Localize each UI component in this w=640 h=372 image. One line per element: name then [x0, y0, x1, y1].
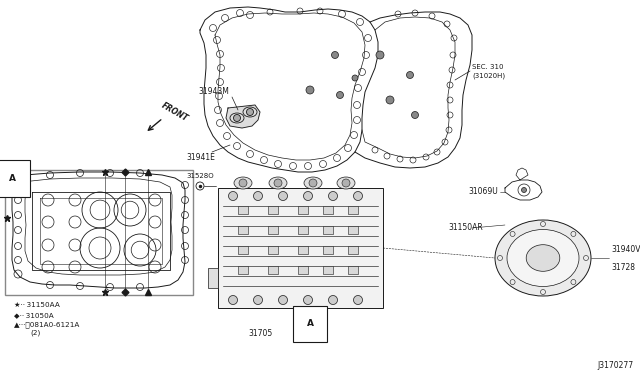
- Bar: [238, 266, 248, 274]
- Text: 31940V: 31940V: [611, 246, 640, 254]
- Ellipse shape: [507, 230, 579, 286]
- Circle shape: [522, 187, 527, 192]
- Bar: [268, 246, 278, 254]
- Text: (2): (2): [30, 330, 40, 336]
- Polygon shape: [226, 105, 260, 128]
- Bar: [238, 226, 248, 234]
- Circle shape: [352, 75, 358, 81]
- Circle shape: [234, 115, 241, 122]
- Bar: [268, 266, 278, 274]
- Circle shape: [309, 179, 317, 187]
- Circle shape: [342, 179, 350, 187]
- Text: FRONT: FRONT: [160, 101, 190, 123]
- Bar: [323, 206, 333, 214]
- Text: ★·· 31150AA: ★·· 31150AA: [14, 302, 60, 308]
- Bar: [298, 226, 308, 234]
- Bar: [348, 206, 358, 214]
- Circle shape: [353, 295, 362, 305]
- Text: 31150AR: 31150AR: [448, 224, 483, 232]
- Bar: [238, 206, 248, 214]
- Text: J3170277: J3170277: [598, 362, 634, 371]
- Circle shape: [538, 253, 548, 263]
- Circle shape: [332, 51, 339, 58]
- Bar: [348, 246, 358, 254]
- Ellipse shape: [304, 177, 322, 189]
- Bar: [218, 188, 383, 308]
- Ellipse shape: [243, 107, 257, 117]
- Text: ◆·· 31050A: ◆·· 31050A: [14, 312, 54, 318]
- Circle shape: [337, 92, 344, 99]
- Circle shape: [228, 295, 237, 305]
- Circle shape: [412, 112, 419, 119]
- Bar: [298, 246, 308, 254]
- Circle shape: [328, 192, 337, 201]
- Circle shape: [328, 295, 337, 305]
- Text: 31728: 31728: [611, 263, 635, 273]
- Bar: [5, 170, 193, 295]
- Ellipse shape: [230, 113, 244, 123]
- Text: ▲···Ⓑ081A0-6121A: ▲···Ⓑ081A0-6121A: [14, 322, 81, 328]
- Text: 31528Ο: 31528Ο: [186, 173, 214, 179]
- Circle shape: [303, 295, 312, 305]
- Text: A: A: [307, 320, 314, 328]
- Circle shape: [228, 192, 237, 201]
- Ellipse shape: [337, 177, 355, 189]
- Bar: [348, 266, 358, 274]
- Bar: [323, 266, 333, 274]
- Circle shape: [386, 96, 394, 104]
- Circle shape: [253, 295, 262, 305]
- Text: 31069U: 31069U: [468, 187, 498, 196]
- Bar: [298, 266, 308, 274]
- Circle shape: [376, 51, 384, 59]
- Ellipse shape: [234, 177, 252, 189]
- Ellipse shape: [495, 220, 591, 296]
- Circle shape: [278, 295, 287, 305]
- Text: A: A: [9, 174, 16, 183]
- Bar: [208, 268, 218, 288]
- Ellipse shape: [269, 177, 287, 189]
- Circle shape: [274, 179, 282, 187]
- Bar: [323, 246, 333, 254]
- Circle shape: [353, 192, 362, 201]
- Bar: [238, 246, 248, 254]
- Bar: [268, 206, 278, 214]
- Circle shape: [278, 192, 287, 201]
- Ellipse shape: [526, 245, 560, 271]
- Circle shape: [253, 192, 262, 201]
- Circle shape: [406, 71, 413, 78]
- Text: 31941E: 31941E: [186, 154, 215, 163]
- Bar: [323, 226, 333, 234]
- Text: 31943M: 31943M: [198, 87, 229, 96]
- Circle shape: [239, 179, 247, 187]
- Circle shape: [303, 192, 312, 201]
- Circle shape: [246, 109, 253, 115]
- Circle shape: [306, 86, 314, 94]
- Bar: [268, 226, 278, 234]
- Text: SEC. 310: SEC. 310: [472, 64, 504, 70]
- Text: 31705: 31705: [248, 330, 272, 339]
- Bar: [298, 206, 308, 214]
- Bar: [348, 226, 358, 234]
- Text: (31020H): (31020H): [472, 73, 505, 79]
